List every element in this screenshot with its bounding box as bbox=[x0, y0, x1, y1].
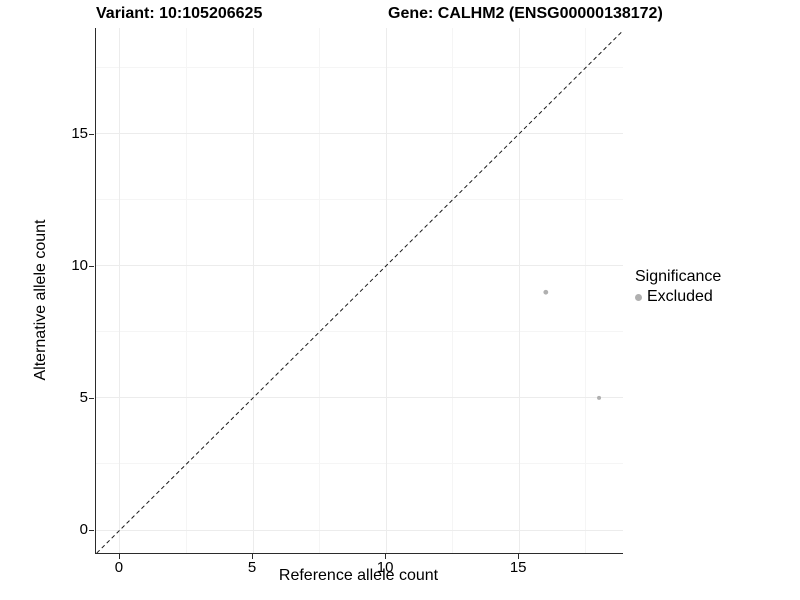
gridline-y-minor bbox=[96, 199, 623, 201]
plot-panel bbox=[95, 28, 623, 554]
gridline-y-major bbox=[96, 397, 623, 399]
plot-data-layer bbox=[96, 30, 623, 553]
gridline-x-minor bbox=[185, 28, 187, 553]
gridline-x-minor bbox=[319, 28, 321, 553]
plot-title-gene: Gene: CALHM2 (ENSG00000138172) bbox=[388, 5, 663, 22]
y-axis-tick-label: 15 bbox=[71, 124, 88, 142]
x-axis-tick bbox=[518, 554, 520, 559]
plot-title-variant: Variant: 10:105206625 bbox=[96, 5, 263, 22]
y-axis-tick bbox=[89, 265, 94, 267]
x-axis-title: Reference allele count bbox=[278, 567, 439, 584]
data-point bbox=[543, 289, 549, 295]
y-axis-tick bbox=[89, 530, 94, 531]
legend-entry-excluded: Excluded bbox=[635, 288, 721, 306]
legend-title: Significance bbox=[635, 268, 722, 285]
x-axis-tick-label: 5 bbox=[247, 559, 257, 576]
y-axis-tick-label: 10 bbox=[71, 256, 88, 274]
gridline-x-major bbox=[119, 28, 121, 553]
gridline-y-major bbox=[96, 133, 623, 135]
x-axis-tick-label: 10 bbox=[376, 559, 394, 576]
y-axis-tick bbox=[89, 397, 94, 399]
x-axis-tick-label: 0 bbox=[114, 559, 124, 576]
legend: Significance Excluded bbox=[635, 268, 721, 306]
y-axis-tick bbox=[89, 133, 94, 135]
gridline-x-minor bbox=[585, 28, 587, 553]
gridline-y-major bbox=[96, 265, 623, 267]
legend-entry-label: Excluded bbox=[647, 288, 713, 305]
y-axis-title: Alternative allele count bbox=[32, 219, 49, 381]
x-axis-tick bbox=[252, 554, 254, 559]
gridline-y-minor bbox=[96, 331, 623, 333]
y-axis-tick-label: 0 bbox=[79, 521, 88, 538]
gridline-x-major bbox=[385, 28, 387, 553]
x-axis-tick bbox=[385, 554, 387, 559]
gridline-y-minor bbox=[96, 463, 623, 465]
identity-diagonal-line bbox=[96, 30, 623, 553]
gridline-y-major bbox=[96, 529, 623, 531]
gridline-x-minor bbox=[452, 28, 454, 553]
y-axis-tick-label: 5 bbox=[79, 388, 88, 406]
gridline-x-major bbox=[252, 28, 254, 553]
gridline-y-minor bbox=[96, 67, 623, 69]
x-axis-tick-label: 15 bbox=[509, 559, 527, 576]
data-point bbox=[597, 395, 602, 400]
x-axis-tick bbox=[118, 554, 120, 559]
gridline-x-major bbox=[518, 28, 520, 553]
legend-point-icon bbox=[635, 293, 642, 301]
